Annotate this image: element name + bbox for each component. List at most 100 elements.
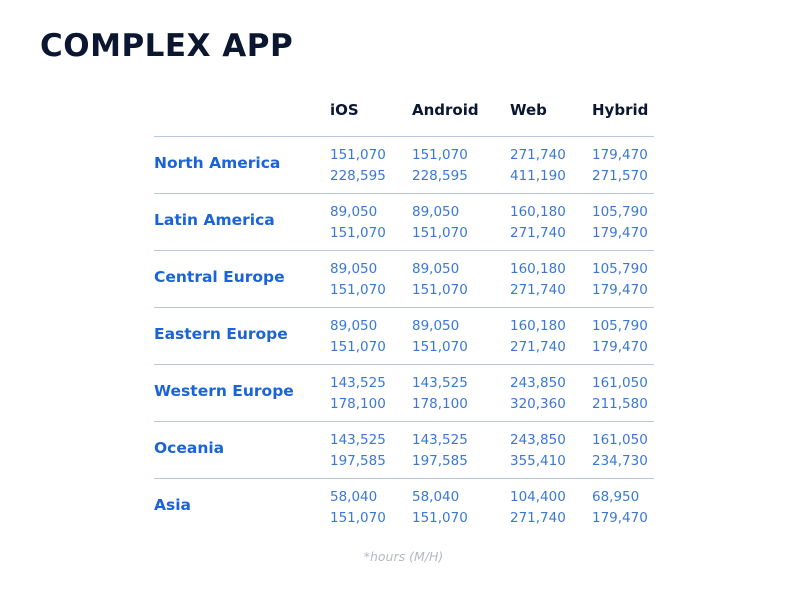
table-cell-ios: 58,040 151,070 <box>330 487 386 529</box>
table-cell-android: 151,070 228,595 <box>412 145 468 187</box>
table-cell-ios: 89,050 151,070 <box>330 202 386 244</box>
value-low: 151,070 <box>412 147 468 163</box>
value-low: 271,740 <box>510 147 566 163</box>
value-low: 243,850 <box>510 375 566 391</box>
value-low: 89,050 <box>412 318 460 334</box>
table-cell-hybrid: 161,050 234,730 <box>592 430 648 472</box>
table-row: Eastern Europe 89,050 151,070 89,050 151,070… <box>154 308 654 365</box>
value-high: 228,595 <box>330 168 386 184</box>
value-high: 151,070 <box>330 510 386 526</box>
table-cell-android: 58,040 151,070 <box>412 487 468 529</box>
table-cell-web: 160,180 271,740 <box>510 202 566 244</box>
value-low: 151,070 <box>330 147 386 163</box>
value-low: 143,525 <box>330 432 386 448</box>
table-cell-android: 143,525 178,100 <box>412 373 468 415</box>
value-low: 68,950 <box>592 489 640 505</box>
table-cell-web: 160,180 271,740 <box>510 316 566 358</box>
value-low: 105,790 <box>592 204 648 220</box>
column-header-android: Android <box>412 101 479 119</box>
value-high: 179,470 <box>592 282 648 298</box>
value-high: 151,070 <box>412 282 468 298</box>
value-low: 104,400 <box>510 489 566 505</box>
table-cell-hybrid: 105,790 179,470 <box>592 202 648 244</box>
value-high: 151,070 <box>412 510 468 526</box>
value-high: 179,470 <box>592 225 648 241</box>
table-cell-hybrid: 105,790 179,470 <box>592 316 648 358</box>
table-cell-ios: 151,070 228,595 <box>330 145 386 187</box>
value-high: 151,070 <box>412 225 468 241</box>
value-low: 143,525 <box>412 375 468 391</box>
value-high: 271,740 <box>510 225 566 241</box>
value-high: 197,585 <box>412 453 468 469</box>
table-row: North America 151,070 228,595 151,070 228,59… <box>154 137 654 194</box>
region-label: Central Europe <box>154 268 285 286</box>
value-high: 151,070 <box>412 339 468 355</box>
table-header: iOS Android Web Hybrid <box>154 91 654 137</box>
table-cell-web: 243,850 355,410 <box>510 430 566 472</box>
value-high: 320,360 <box>510 396 566 412</box>
table-cell-ios: 89,050 151,070 <box>330 259 386 301</box>
value-low: 105,790 <box>592 261 648 277</box>
value-low: 89,050 <box>412 261 460 277</box>
value-high: 151,070 <box>330 225 386 241</box>
value-high: 179,470 <box>592 339 648 355</box>
value-low: 89,050 <box>330 261 378 277</box>
table-cell-ios: 89,050 151,070 <box>330 316 386 358</box>
value-high: 179,470 <box>592 510 648 526</box>
table-row: Western Europe 143,525 178,100 143,525 178,1… <box>154 365 654 422</box>
page-title: COMPLEX APP <box>40 28 294 64</box>
region-label: Western Europe <box>154 382 294 400</box>
column-header-web: Web <box>510 101 547 119</box>
region-label: Asia <box>154 496 191 514</box>
value-low: 58,040 <box>330 489 378 505</box>
value-low: 160,180 <box>510 318 566 334</box>
table-cell-web: 160,180 271,740 <box>510 259 566 301</box>
value-low: 160,180 <box>510 204 566 220</box>
value-low: 89,050 <box>330 318 378 334</box>
table-cell-android: 89,050 151,070 <box>412 259 468 301</box>
value-low: 89,050 <box>330 204 378 220</box>
table-cell-hybrid: 105,790 179,470 <box>592 259 648 301</box>
pricing-table: iOS Android Web Hybrid North America 151,… <box>154 91 654 535</box>
region-label: Eastern Europe <box>154 325 288 343</box>
value-high: 228,595 <box>412 168 468 184</box>
table-cell-ios: 143,525 178,100 <box>330 373 386 415</box>
value-low: 143,525 <box>412 432 468 448</box>
table-cell-hybrid: 68,950 179,470 <box>592 487 648 529</box>
table-cell-ios: 143,525 197,585 <box>330 430 386 472</box>
footnote: *hours (M/H) <box>363 549 444 564</box>
table-cell-android: 89,050 151,070 <box>412 316 468 358</box>
table-cell-android: 143,525 197,585 <box>412 430 468 472</box>
value-low: 161,050 <box>592 432 648 448</box>
table-body: North America 151,070 228,595 151,070 228,59… <box>154 137 654 535</box>
table-cell-hybrid: 161,050 211,580 <box>592 373 648 415</box>
value-high: 211,580 <box>592 396 648 412</box>
value-high: 151,070 <box>330 282 386 298</box>
value-high: 271,740 <box>510 339 566 355</box>
value-high: 151,070 <box>330 339 386 355</box>
table-row: Oceania 143,525 197,585 143,525 197,585 243,8… <box>154 422 654 479</box>
table-row: Latin America 89,050 151,070 89,050 151,070 1… <box>154 194 654 251</box>
value-high: 178,100 <box>330 396 386 412</box>
value-high: 178,100 <box>412 396 468 412</box>
table-cell-hybrid: 179,470 271,570 <box>592 145 648 187</box>
table-cell-web: 243,850 320,360 <box>510 373 566 415</box>
value-low: 179,470 <box>592 147 648 163</box>
value-high: 355,410 <box>510 453 566 469</box>
value-high: 234,730 <box>592 453 648 469</box>
value-low: 160,180 <box>510 261 566 277</box>
table-row: Central Europe 89,050 151,070 89,050 151,070… <box>154 251 654 308</box>
value-low: 89,050 <box>412 204 460 220</box>
value-low: 58,040 <box>412 489 460 505</box>
value-high: 271,740 <box>510 282 566 298</box>
value-high: 271,570 <box>592 168 648 184</box>
column-header-ios: iOS <box>330 101 359 119</box>
table-cell-web: 104,400 271,740 <box>510 487 566 529</box>
value-high: 271,740 <box>510 510 566 526</box>
value-low: 105,790 <box>592 318 648 334</box>
value-low: 243,850 <box>510 432 566 448</box>
region-label: North America <box>154 154 281 172</box>
table-cell-android: 89,050 151,070 <box>412 202 468 244</box>
region-label: Latin America <box>154 211 275 229</box>
table-cell-web: 271,740 411,190 <box>510 145 566 187</box>
